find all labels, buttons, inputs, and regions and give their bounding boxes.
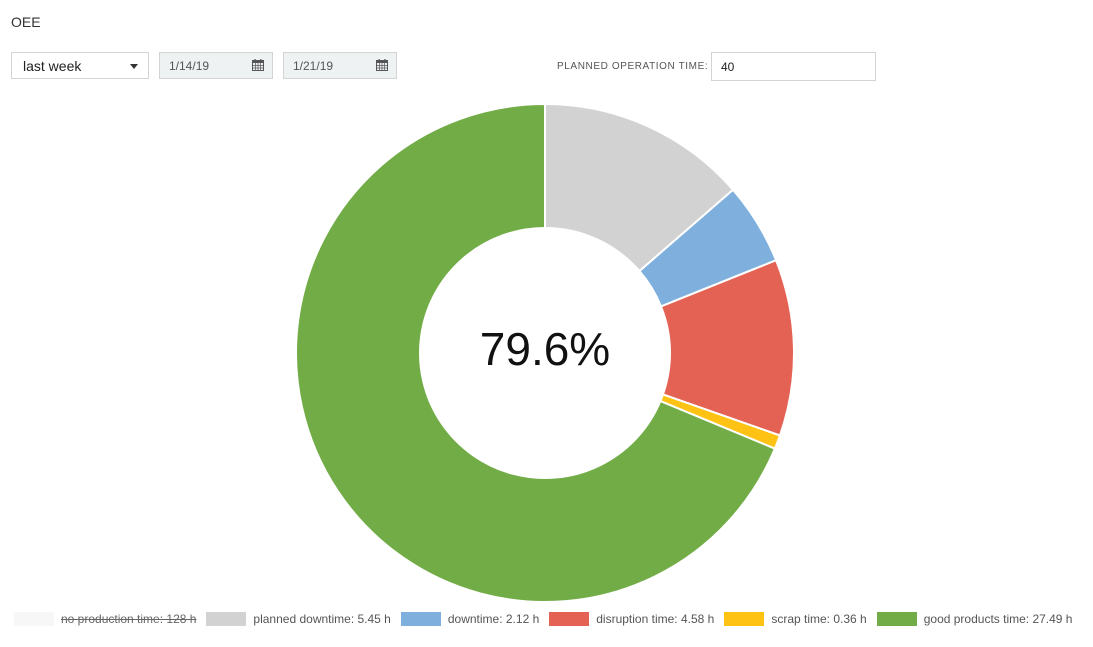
period-select[interactable]: last week	[11, 52, 149, 79]
legend-swatch	[724, 612, 765, 626]
legend-label: planned downtime: 5.45 h	[253, 612, 391, 626]
legend-label: downtime: 2.12 h	[447, 612, 540, 626]
planned-operation-time-input[interactable]	[711, 52, 876, 81]
start-date-field[interactable]: 1/14/19	[159, 52, 273, 79]
period-select-value: last week	[23, 57, 82, 74]
legend-item-disruption-time[interactable]: disruption time: 4.58 h	[549, 612, 714, 626]
chart-legend: no production time: 128 h planned downtim…	[14, 612, 1082, 626]
legend-label: good products time: 27.49 h	[923, 612, 1073, 626]
end-date-value: 1/21/19	[293, 58, 334, 73]
legend-item-downtime[interactable]: downtime: 2.12 h	[400, 612, 540, 626]
legend-swatch	[206, 612, 247, 626]
oee-percentage: 79.6%	[479, 323, 611, 375]
start-date-value: 1/14/19	[169, 58, 210, 73]
planned-operation-time-label: PLANNED OPERATION TIME:	[557, 61, 709, 72]
legend-item-scrap-time[interactable]: scrap time: 0.36 h	[724, 612, 867, 626]
legend-swatch	[876, 612, 917, 626]
legend-item-good-products-time[interactable]: good products time: 27.49 h	[876, 612, 1073, 626]
page-title: OEE	[11, 14, 41, 30]
legend-swatch	[400, 612, 441, 626]
legend-swatch	[14, 612, 54, 626]
legend-item-no-production-time[interactable]: no production time: 128 h	[14, 612, 196, 626]
legend-label: scrap time: 0.36 h	[771, 612, 867, 626]
legend-swatch	[549, 612, 590, 626]
legend-label: disruption time: 4.58 h	[596, 612, 715, 626]
caret-down-icon	[130, 64, 138, 69]
legend-label: no production time: 128 h	[61, 612, 197, 626]
legend-item-planned-downtime[interactable]: planned downtime: 5.45 h	[206, 612, 391, 626]
end-date-field[interactable]: 1/21/19	[283, 52, 397, 79]
slice-good-products-time[interactable]	[295, 102, 777, 603]
calendar-icon[interactable]	[376, 59, 388, 71]
calendar-icon[interactable]	[252, 59, 264, 71]
